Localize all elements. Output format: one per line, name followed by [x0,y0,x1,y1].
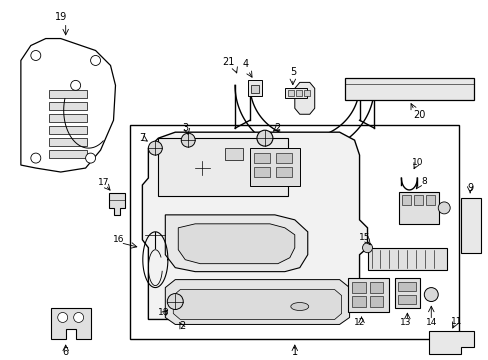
Bar [399,192,438,224]
Bar [130,125,458,339]
Bar [347,278,388,312]
Bar [295,90,301,96]
Bar [49,138,86,146]
Bar [344,78,473,100]
Bar [402,195,410,205]
Circle shape [362,243,372,253]
Text: 16: 16 [113,235,124,244]
Bar [275,153,291,163]
Polygon shape [165,215,307,272]
Bar [413,195,423,205]
Bar [49,102,86,110]
Text: 19: 19 [55,12,67,22]
Text: 14: 14 [425,318,436,327]
Polygon shape [173,289,341,319]
Bar [398,282,415,291]
Bar [275,167,291,177]
Circle shape [437,202,449,214]
Text: 15: 15 [358,233,369,242]
Bar [49,126,86,134]
Text: 1: 1 [291,347,297,357]
Bar [395,278,420,307]
Bar [49,90,86,98]
Bar [303,90,309,96]
Bar [351,296,365,306]
Text: 3: 3 [182,123,188,133]
Polygon shape [178,224,294,264]
Text: 4: 4 [243,59,248,69]
Bar [224,148,243,160]
Circle shape [424,288,437,302]
Text: 5: 5 [289,67,295,77]
Bar [49,150,86,158]
Ellipse shape [290,302,308,310]
Bar [285,88,306,98]
Text: 12: 12 [353,318,365,327]
Bar [49,114,86,122]
Polygon shape [21,39,115,172]
Circle shape [167,293,183,310]
Bar [369,282,383,293]
Bar [369,296,383,306]
Circle shape [181,133,195,147]
Bar [351,282,365,293]
Text: 6: 6 [62,347,69,357]
Bar [247,80,262,96]
Bar [287,90,293,96]
Circle shape [58,312,67,323]
Circle shape [256,130,272,146]
Bar [398,294,415,303]
Text: 7: 7 [139,133,145,143]
Circle shape [85,153,95,163]
Bar [460,198,480,253]
Polygon shape [428,332,473,354]
Circle shape [148,141,162,155]
Bar [158,138,287,196]
Polygon shape [142,132,367,319]
Polygon shape [51,307,90,339]
Text: 8: 8 [421,177,427,186]
Text: 9: 9 [466,183,472,193]
Bar [253,153,269,163]
Text: 18: 18 [157,308,169,317]
Text: 17: 17 [98,179,109,188]
Circle shape [71,80,81,90]
Text: 13: 13 [399,318,410,327]
Text: 11: 11 [450,317,462,326]
Text: 2: 2 [274,123,281,133]
Text: 21: 21 [222,58,234,67]
Bar [426,195,434,205]
Bar [249,148,299,186]
Circle shape [90,55,101,66]
Bar [253,167,269,177]
Text: 20: 20 [412,110,425,120]
Text: 2: 2 [179,321,185,332]
Circle shape [31,50,41,60]
Polygon shape [108,193,125,215]
Bar [367,248,447,270]
Text: 10: 10 [411,158,422,167]
Polygon shape [294,82,314,114]
Polygon shape [165,280,349,324]
Circle shape [74,312,83,323]
Circle shape [31,153,41,163]
Bar [250,85,259,93]
